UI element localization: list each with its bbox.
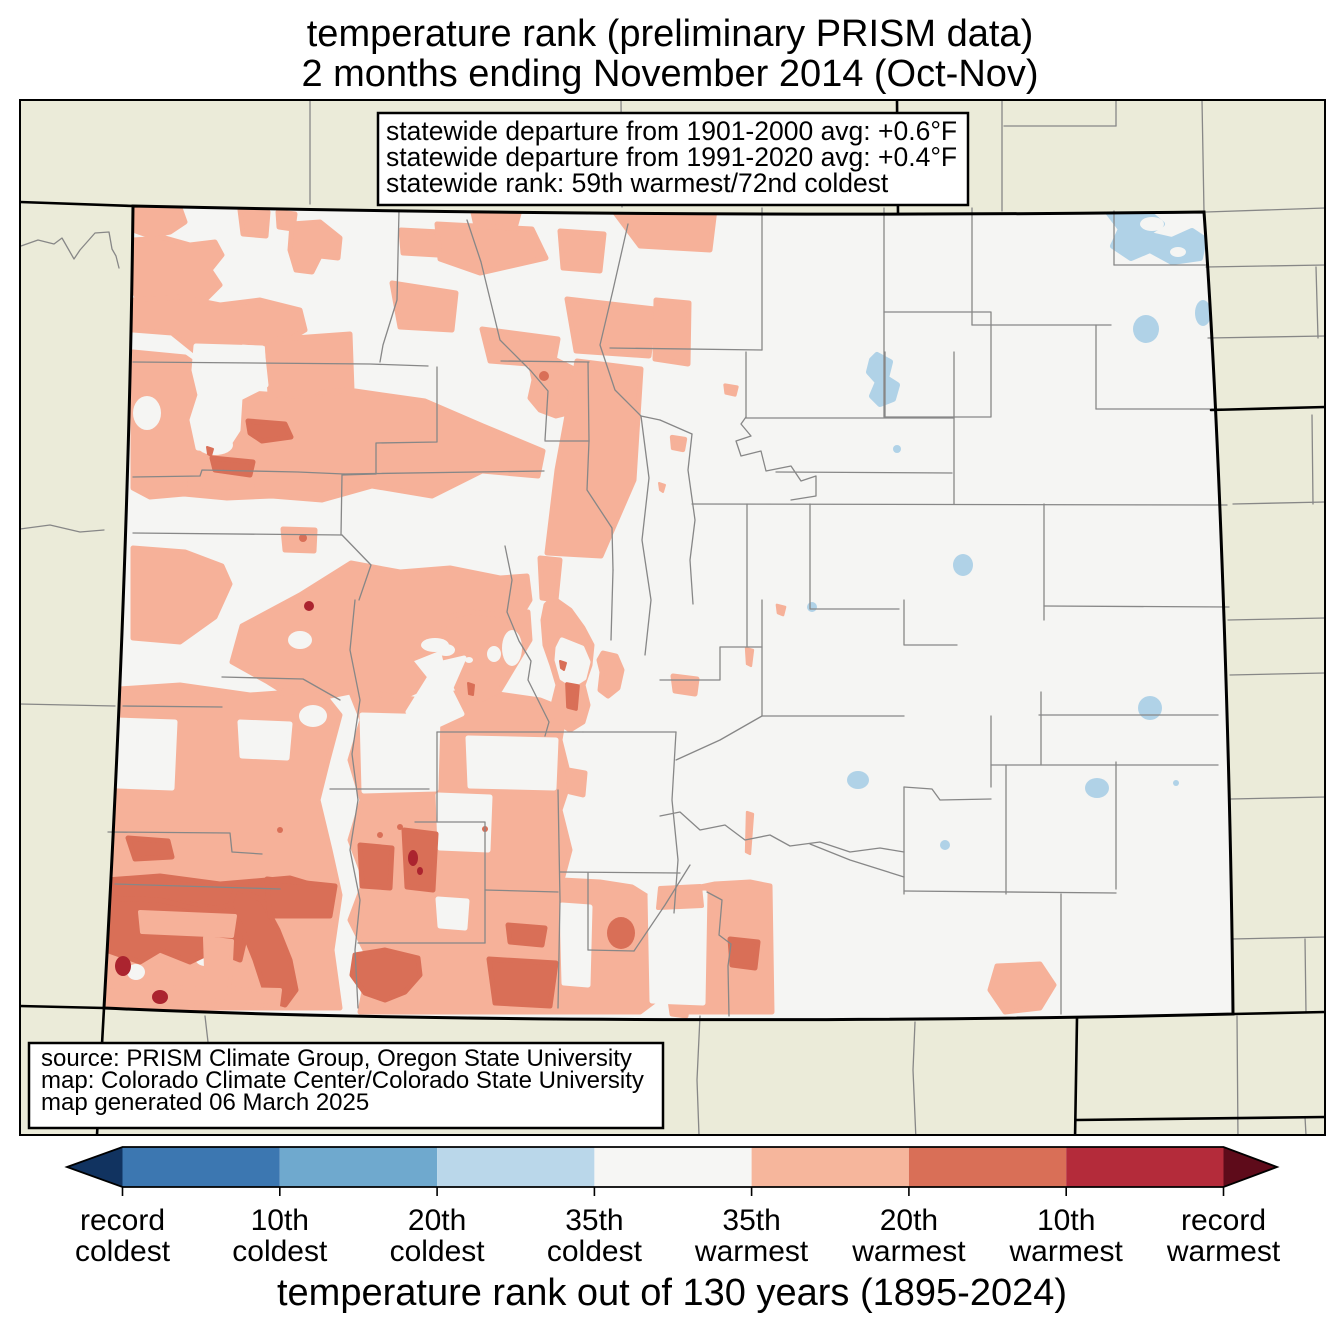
- svg-text:35th: 35th: [565, 1204, 623, 1237]
- svg-text:warmest: warmest: [851, 1235, 966, 1268]
- svg-text:20th: 20th: [408, 1204, 466, 1237]
- svg-text:source: PRISM Climate Group, O: source: PRISM Climate Group, Oregon Stat…: [41, 1045, 632, 1072]
- svg-text:record: record: [80, 1204, 165, 1237]
- svg-text:temperature rank (preliminary: temperature rank (preliminary PRISM data…: [307, 13, 1033, 55]
- svg-text:warmest: warmest: [694, 1235, 809, 1268]
- svg-text:statewide departure from 1991-: statewide departure from 1991-2020 avg: …: [386, 142, 957, 172]
- svg-text:warmest: warmest: [1009, 1235, 1124, 1268]
- svg-text:temperature rank out of 130 ye: temperature rank out of 130 years (1895-…: [277, 1272, 1067, 1314]
- svg-text:map: Colorado Climate Center/C: map: Colorado Climate Center/Colorado St…: [41, 1067, 644, 1094]
- svg-text:record: record: [1181, 1204, 1266, 1237]
- svg-text:2 months ending November 2014: 2 months ending November 2014 (Oct-Nov): [301, 53, 1038, 95]
- svg-text:statewide rank: 59th warmest/7: statewide rank: 59th warmest/72nd coldes…: [386, 168, 889, 198]
- svg-text:coldest: coldest: [232, 1235, 328, 1268]
- svg-text:20th: 20th: [880, 1204, 938, 1237]
- svg-text:coldest: coldest: [547, 1235, 643, 1268]
- svg-text:10th: 10th: [1037, 1204, 1095, 1237]
- svg-text:coldest: coldest: [390, 1235, 486, 1268]
- svg-text:35th: 35th: [722, 1204, 780, 1237]
- svg-text:10th: 10th: [251, 1204, 309, 1237]
- svg-text:statewide departure from 1901-: statewide departure from 1901-2000 avg: …: [386, 116, 957, 146]
- svg-text:warmest: warmest: [1166, 1235, 1281, 1268]
- svg-text:map generated 06 March 2025: map generated 06 March 2025: [41, 1089, 369, 1116]
- svg-text:coldest: coldest: [75, 1235, 171, 1268]
